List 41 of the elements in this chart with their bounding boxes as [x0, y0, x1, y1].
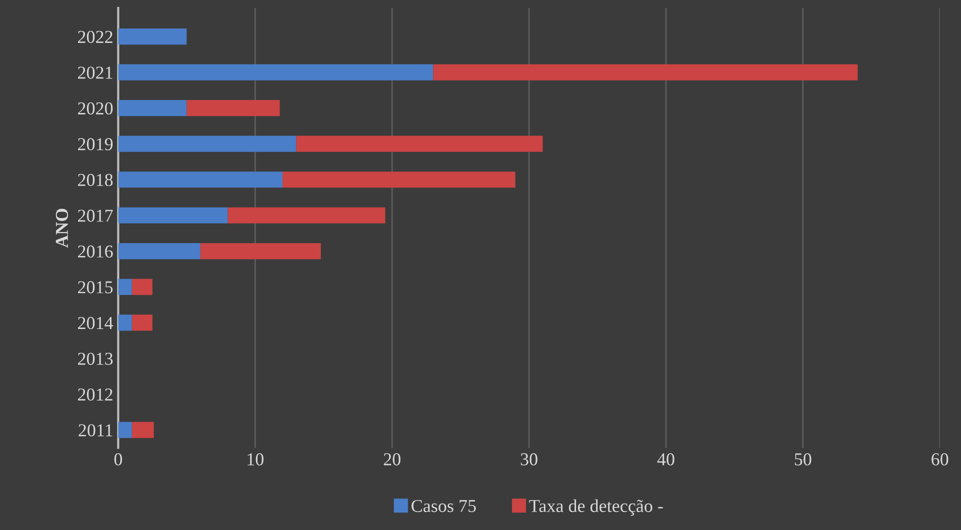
- bar: [228, 207, 386, 224]
- bar: [118, 207, 228, 224]
- y-tick-label: 2018: [78, 174, 113, 186]
- y-tick-label: 2019: [78, 138, 113, 150]
- y-tick-label: 2021: [78, 66, 112, 79]
- bar: [118, 64, 434, 80]
- x-tick-label: 50: [794, 453, 812, 466]
- bar: [118, 28, 187, 45]
- x-tick-label: 40: [657, 453, 674, 466]
- legend-label: Casos 75: [412, 500, 476, 512]
- y-axis-title: ANO: [56, 208, 68, 248]
- bar: [282, 172, 516, 188]
- bar: [132, 422, 154, 438]
- x-tick-label: 60: [932, 453, 948, 466]
- bar: [118, 136, 296, 152]
- bar: [200, 243, 321, 260]
- x-tick-label: 10: [248, 453, 264, 466]
- y-tick-label: 2020: [78, 102, 113, 115]
- bar: [296, 136, 543, 152]
- bar: [118, 243, 200, 260]
- bar: [118, 422, 132, 438]
- bar: [118, 172, 283, 188]
- y-tick-label: 2014: [78, 316, 114, 330]
- y-tick-label: 2012: [78, 388, 112, 401]
- x-tick-label: 20: [384, 453, 400, 466]
- x-tick-label: 30: [520, 453, 538, 466]
- y-tick-label: 2016: [78, 245, 113, 258]
- bar: [132, 278, 152, 295]
- legend-label: Taxa de detecção -: [529, 499, 663, 516]
- y-tick-label: 2022: [78, 30, 112, 44]
- bar: [118, 100, 187, 116]
- y-tick-label: 2011: [78, 424, 112, 436]
- y-tick-label: 2015: [78, 281, 113, 294]
- bar: [118, 314, 132, 331]
- x-tick-label: 0: [114, 453, 122, 466]
- bar: [433, 64, 858, 80]
- y-tick-label: 2013: [78, 352, 113, 365]
- y-tick-label: 2017: [78, 210, 113, 222]
- bar: [132, 314, 152, 331]
- bar: [186, 100, 280, 116]
- bar: [118, 278, 132, 295]
